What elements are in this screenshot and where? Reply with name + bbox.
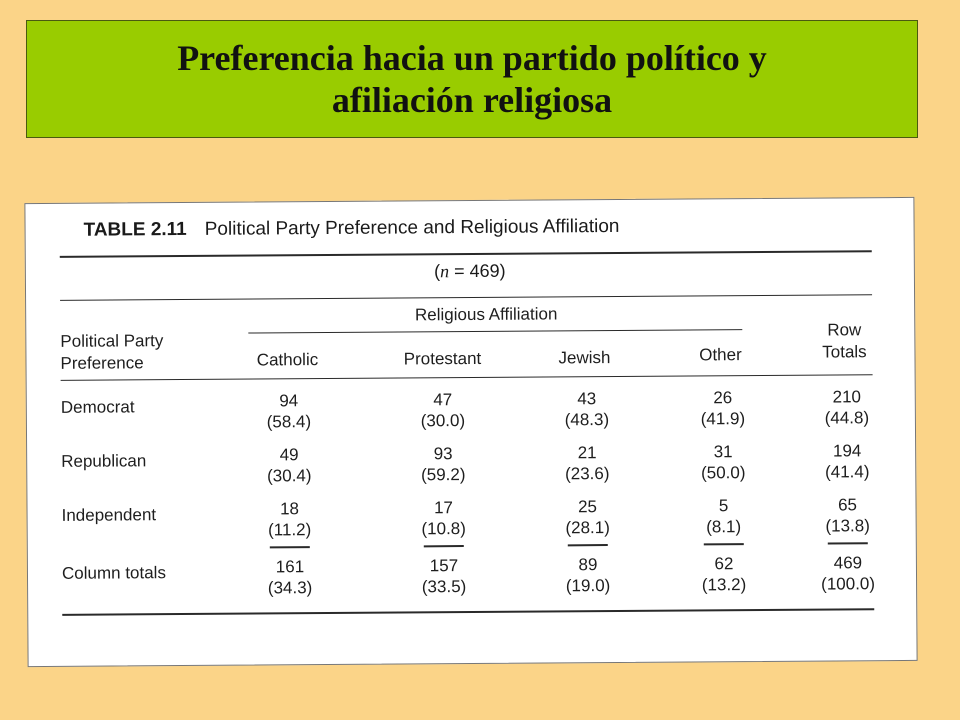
cell-republican-catholic: 49 (30.4) — [267, 445, 312, 486]
sample-size: (n = 469) — [434, 260, 506, 282]
total-rule-other — [703, 543, 744, 546]
table-caption: Political Party Preference and Religious… — [204, 215, 620, 240]
cell-total-other: 62 (13.2) — [701, 554, 747, 595]
cell-independent-catholic: 18 (11.2) — [268, 499, 312, 540]
sample-size-var: n — [440, 261, 450, 282]
cell-republican-total: 194 (41.4) — [825, 441, 870, 482]
cell-total-jewish: 89 (19.0) — [565, 555, 611, 596]
rule-bottom — [62, 608, 875, 616]
cell-total-catholic: 161 (34.3) — [267, 557, 313, 598]
rule-under-headers — [60, 374, 873, 381]
cell-total-grand: 469 (100.0) — [821, 553, 876, 594]
table-heading: TABLE 2.11 Political Party Preference and… — [84, 216, 620, 242]
col-header-protestant: Protestant — [403, 348, 482, 369]
rule-under-n — [60, 294, 873, 301]
group-header: Religious Affiliation — [414, 304, 558, 325]
total-rule-protestant — [423, 545, 464, 548]
rule-group — [248, 329, 743, 334]
col-header-jewish: Jewish — [558, 348, 611, 368]
cell-republican-protestant: 93 (59.2) — [421, 444, 466, 485]
cell-democrat-other: 26 (41.9) — [700, 388, 746, 429]
col-header-row-totals-2: Totals — [822, 342, 867, 362]
row-label-independent: Independent — [61, 505, 157, 525]
table-number: TABLE 2.11 — [83, 218, 187, 241]
cell-independent-other: 5 (8.1) — [706, 496, 742, 537]
cell-democrat-total: 210 (44.8) — [824, 387, 870, 428]
rule-top — [59, 250, 872, 258]
col-header-row-totals-1: Row — [827, 320, 862, 340]
total-rule-catholic — [269, 546, 310, 549]
row-label-democrat: Democrat — [60, 397, 135, 417]
row-header-line-1: Political Party — [60, 331, 164, 351]
slide-title-line-1: Preferencia hacia un partido político y — [177, 38, 767, 78]
cell-republican-other: 31 (50.0) — [701, 442, 746, 483]
cell-total-protestant: 157 (33.5) — [421, 556, 467, 597]
cell-independent-total: 65 (13.8) — [825, 495, 870, 536]
scanned-table: TABLE 2.11 Political Party Preference and… — [24, 196, 918, 668]
total-rule-jewish — [567, 544, 608, 547]
col-header-other: Other — [699, 345, 742, 365]
cell-democrat-jewish: 43 (48.3) — [564, 389, 610, 430]
row-label-republican: Republican — [61, 451, 147, 471]
cell-independent-jewish: 25 (28.1) — [565, 497, 610, 538]
cell-democrat-protestant: 47 (30.0) — [420, 390, 466, 431]
row-label-column-totals: Column totals — [61, 563, 166, 583]
cell-republican-jewish: 21 (23.6) — [565, 443, 610, 484]
cell-democrat-catholic: 94 (58.4) — [266, 391, 312, 432]
total-rule-row-totals — [827, 542, 868, 545]
row-header-line-2: Preference — [60, 353, 144, 373]
slide-title-box: Preferencia hacia un partido político y … — [26, 20, 918, 138]
slide-title-line-2: afiliación religiosa — [331, 80, 613, 120]
col-header-catholic: Catholic — [256, 350, 319, 370]
cell-independent-protestant: 17 (10.8) — [421, 498, 466, 539]
